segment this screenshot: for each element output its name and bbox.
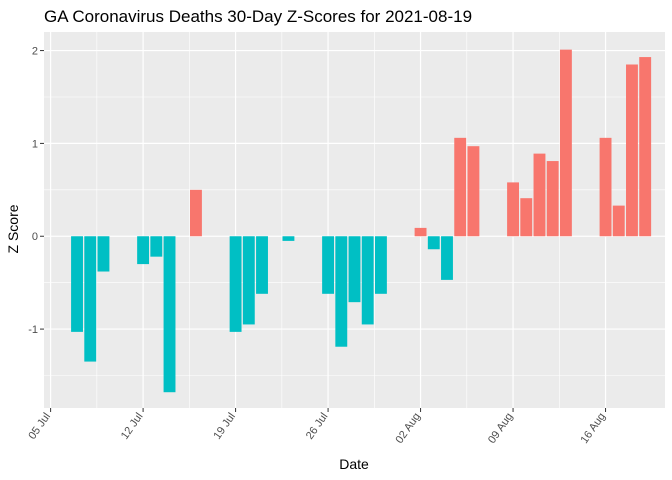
x-axis-title: Date — [339, 456, 369, 472]
bar — [454, 137, 467, 237]
bar — [520, 198, 533, 237]
x-tick-label: 16 Aug — [579, 411, 608, 446]
bar — [335, 236, 348, 347]
bar — [507, 182, 519, 237]
bar — [190, 189, 202, 237]
bar — [441, 236, 453, 280]
bar — [626, 64, 638, 237]
major-gridlines — [44, 32, 665, 408]
bar — [559, 49, 572, 237]
bar — [414, 227, 427, 237]
y-axis: -1 0 1 2 — [28, 46, 44, 336]
bar — [427, 236, 440, 250]
bar — [546, 161, 559, 237]
x-tick-label: 02 Aug — [394, 411, 423, 446]
bar — [150, 236, 163, 257]
bar — [467, 146, 480, 237]
bar — [639, 57, 652, 237]
bar — [612, 205, 625, 237]
bar — [137, 236, 150, 265]
x-axis: 05 Jul 12 Jul 19 Jul 26 Jul 02 Aug 09 Aug 16 A… — [26, 408, 608, 446]
bar — [256, 236, 268, 294]
bar — [348, 236, 361, 303]
y-tick-label: 0 — [32, 231, 38, 243]
bar — [97, 236, 110, 272]
bar — [71, 236, 83, 332]
bar — [229, 236, 242, 332]
x-tick-label: 09 Aug — [486, 411, 515, 446]
y-axis-title: Z Score — [5, 204, 21, 253]
x-tick-label: 12 Jul — [119, 411, 146, 442]
bars — [71, 49, 652, 393]
bar — [282, 236, 295, 241]
x-tick-label: 26 Jul — [304, 411, 331, 442]
chart-title: GA Coronavirus Deaths 30-Day Z-Scores fo… — [44, 7, 472, 26]
bar — [599, 137, 612, 237]
bar — [361, 236, 374, 325]
y-tick-label: 2 — [32, 46, 38, 58]
bar — [322, 236, 335, 294]
bar — [84, 236, 97, 362]
x-tick-label: 19 Jul — [211, 411, 238, 442]
bar — [163, 236, 176, 393]
x-tick-label: 05 Jul — [26, 411, 53, 442]
y-tick-label: -1 — [28, 324, 38, 336]
y-tick-label: 1 — [32, 138, 38, 150]
bar — [374, 236, 387, 294]
bar — [242, 236, 255, 325]
bar — [533, 153, 546, 237]
